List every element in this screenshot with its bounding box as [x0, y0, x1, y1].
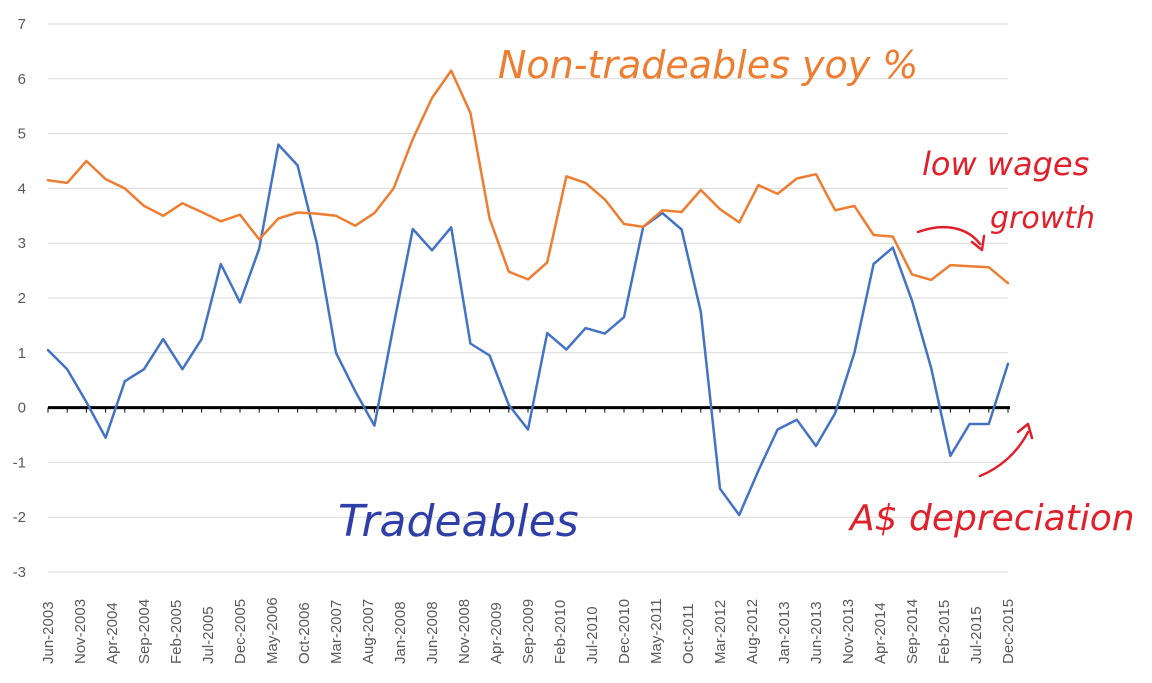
- x-tick-label: Dec-2005: [232, 599, 249, 664]
- x-tick-label: Feb-2015: [936, 600, 953, 664]
- x-tick-label: Apr-2004: [104, 602, 121, 664]
- x-tick-label: Mar-2007: [328, 600, 345, 664]
- x-tick-label: Feb-2010: [552, 600, 569, 664]
- x-axis-ticks: [47, 407, 1009, 413]
- x-tick-label: Apr-2009: [488, 602, 505, 664]
- low-wages-arrowhead: [970, 234, 986, 252]
- depreciation-arrow: [978, 430, 1030, 478]
- nontradeables-annotation: Non-tradeables yoy %: [498, 43, 918, 87]
- x-tick-label: Feb-2005: [168, 600, 185, 664]
- y-tick-label: 0: [18, 400, 26, 417]
- x-tick-label: Jan-2013: [776, 601, 793, 664]
- tradeables-series-line: [46, 143, 1010, 517]
- x-tick-label: Jul-2010: [584, 606, 601, 664]
- series-lines: [46, 69, 1010, 517]
- x-tick-label: Sep-2014: [904, 599, 921, 664]
- low-wages-arrow: [916, 225, 982, 246]
- y-tick-label: -1: [13, 454, 26, 471]
- x-tick-label: Apr-2014: [872, 602, 889, 664]
- x-tick-label: Jan-2008: [392, 601, 409, 664]
- x-axis-labels: Jun-2003 Nov-2003 Apr-2004 Sep-2004 Feb-2005…: [40, 597, 1017, 664]
- x-tick-label: Jul-2015: [968, 606, 985, 664]
- x-tick-label: Jul-2005: [200, 606, 217, 664]
- depreciation-annotation: A$ depreciation: [848, 498, 1135, 539]
- gridlines: [48, 23, 1008, 573]
- x-tick-label: Oct-2011: [680, 603, 697, 664]
- growth-annotation: growth: [990, 201, 1095, 236]
- x-tick-label: Mar-2012: [712, 600, 729, 664]
- low-wages-annotation: low wages: [922, 145, 1089, 183]
- y-tick-label: 2: [18, 290, 26, 307]
- y-axis-labels: 7 6 5 4 3 2 1 0 -1 -2 -3: [13, 16, 26, 581]
- x-tick-label: Nov-2003: [72, 599, 89, 664]
- x-tick-label: Aug-2012: [744, 599, 761, 664]
- x-tick-label: Oct-2006: [296, 602, 313, 664]
- y-tick-label: -3: [13, 564, 26, 581]
- y-tick-label: 6: [18, 71, 26, 88]
- x-tick-label: Dec-2015: [1000, 599, 1017, 664]
- x-tick-label: Nov-2008: [456, 599, 473, 664]
- tradeables-annotation: Tradeables: [338, 496, 579, 547]
- x-tick-label: Sep-2004: [136, 599, 153, 664]
- y-tick-label: 7: [18, 16, 26, 33]
- x-tick-label: Jun-2013: [808, 601, 825, 664]
- y-tick-label: 5: [18, 126, 26, 143]
- x-tick-label: Jun-2008: [424, 601, 441, 664]
- x-tick-label: Aug-2007: [360, 599, 377, 664]
- x-tick-label: Nov-2013: [840, 599, 857, 664]
- x-tick-label: Sep-2009: [520, 599, 537, 664]
- depreciation-arrowhead: [1016, 422, 1034, 440]
- x-tick-label: May-2006: [264, 597, 281, 664]
- y-tick-label: -2: [13, 509, 26, 526]
- y-tick-label: 1: [18, 345, 26, 362]
- x-tick-label: May-2011: [648, 598, 665, 664]
- x-tick-label: Dec-2010: [616, 599, 633, 664]
- y-tick-label: 3: [18, 235, 26, 252]
- y-tick-label: 4: [18, 180, 26, 197]
- x-tick-label: Jun-2003: [40, 601, 57, 664]
- nontradeables-series-line: [46, 69, 1010, 285]
